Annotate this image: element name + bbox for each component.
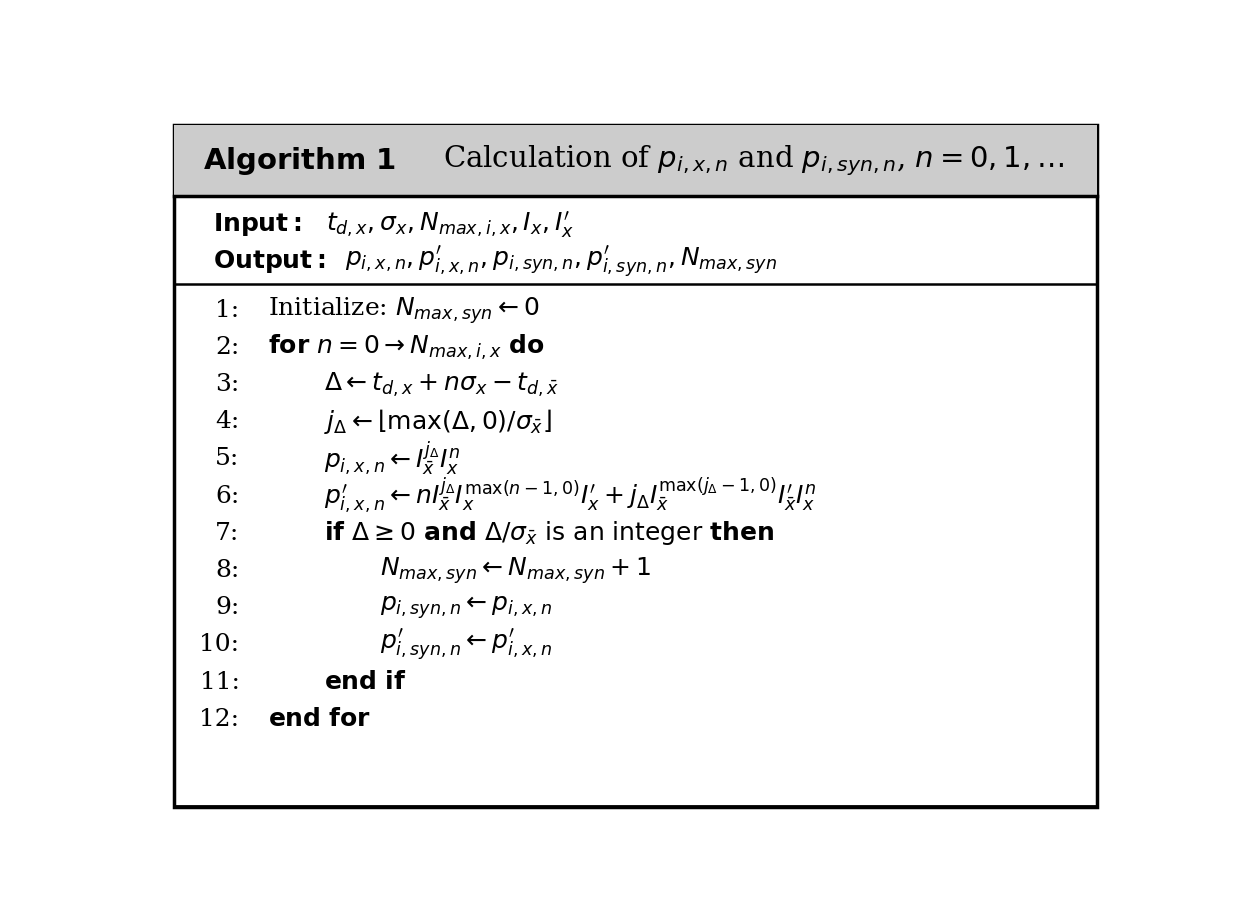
Text: 10:: 10:: [200, 633, 239, 656]
Text: 3:: 3:: [216, 373, 239, 396]
Text: $\mathbf{Output:}$: $\mathbf{Output:}$: [213, 248, 325, 275]
FancyBboxPatch shape: [174, 125, 1096, 808]
Text: $j_{\Delta} \leftarrow \lfloor\max(\Delta, 0)/\sigma_{\bar{x}}\rfloor$: $j_{\Delta} \leftarrow \lfloor\max(\Delt…: [324, 407, 552, 437]
Text: 5:: 5:: [216, 448, 239, 471]
Text: $\mathbf{Input:}$: $\mathbf{Input:}$: [213, 210, 301, 237]
Text: 1:: 1:: [216, 299, 239, 322]
Text: 11:: 11:: [200, 671, 239, 693]
Text: 12:: 12:: [200, 708, 239, 731]
Text: 6:: 6:: [216, 485, 239, 508]
Text: 9:: 9:: [216, 596, 239, 619]
Text: 2:: 2:: [216, 336, 239, 359]
Text: $t_{d,x},\sigma_x,N_{max,i,x},I_x,I_x^{\prime}$: $t_{d,x},\sigma_x,N_{max,i,x},I_x,I_x^{\…: [326, 209, 574, 240]
Text: $\Delta \leftarrow t_{d,x} + n\sigma_x - t_{d,\bar{x}}$: $\Delta \leftarrow t_{d,x} + n\sigma_x -…: [324, 370, 559, 399]
Text: $\mathbf{Algorithm\ 1}$: $\mathbf{Algorithm\ 1}$: [203, 145, 396, 176]
Text: Initialize: $N_{max,syn} \leftarrow 0$: Initialize: $N_{max,syn} \leftarrow 0$: [268, 294, 539, 326]
Text: $\mathbf{end\ for}$: $\mathbf{end\ for}$: [268, 708, 372, 731]
Text: 8:: 8:: [216, 559, 239, 582]
Text: 7:: 7:: [216, 521, 239, 545]
Text: $p_{i,x,n},p_{i,x,n}^{\prime},p_{i,syn,n},p_{i,syn,n}^{\prime},N_{max,syn}$: $p_{i,x,n},p_{i,x,n}^{\prime},p_{i,syn,n…: [345, 245, 777, 280]
Text: $N_{max,syn} \leftarrow N_{max,syn} + 1$: $N_{max,syn} \leftarrow N_{max,syn} + 1$: [379, 556, 651, 586]
FancyBboxPatch shape: [174, 125, 1096, 196]
Text: $p_{i,syn,n} \leftarrow p_{i,x,n}$: $p_{i,syn,n} \leftarrow p_{i,x,n}$: [379, 594, 553, 621]
Text: 4:: 4:: [216, 411, 239, 433]
Text: $\mathbf{for}\ n = 0 \rightarrow N_{max,i,x}\ \mathbf{do}$: $\mathbf{for}\ n = 0 \rightarrow N_{max,…: [268, 333, 544, 362]
Text: $p_{i,syn,n}^{\prime} \leftarrow p_{i,x,n}^{\prime}$: $p_{i,syn,n}^{\prime} \leftarrow p_{i,x,…: [379, 628, 553, 663]
Text: Calculation of $p_{i,x,n}$ and $p_{i,syn,n}$, $n=0,1,\ldots$: Calculation of $p_{i,x,n}$ and $p_{i,syn…: [444, 143, 1064, 178]
Text: $\mathbf{end\ if}$: $\mathbf{end\ if}$: [324, 671, 407, 693]
Text: $p_{i,x,n} \leftarrow I_{\bar{x}}^{j_{\Delta}} I_x^n$: $p_{i,x,n} \leftarrow I_{\bar{x}}^{j_{\D…: [324, 439, 460, 478]
Text: $\mathbf{if}\ \Delta \geq 0\ \mathbf{and}\ \Delta/\sigma_{\bar{x}}\ \mathrm{is\ : $\mathbf{if}\ \Delta \geq 0\ \mathbf{and…: [324, 520, 774, 547]
Text: $p_{i,x,n}^{\prime} \leftarrow n I_{\bar{x}}^{j_{\Delta}} I_x^{\max(n-1,0)} I_x^: $p_{i,x,n}^{\prime} \leftarrow n I_{\bar…: [324, 476, 817, 517]
